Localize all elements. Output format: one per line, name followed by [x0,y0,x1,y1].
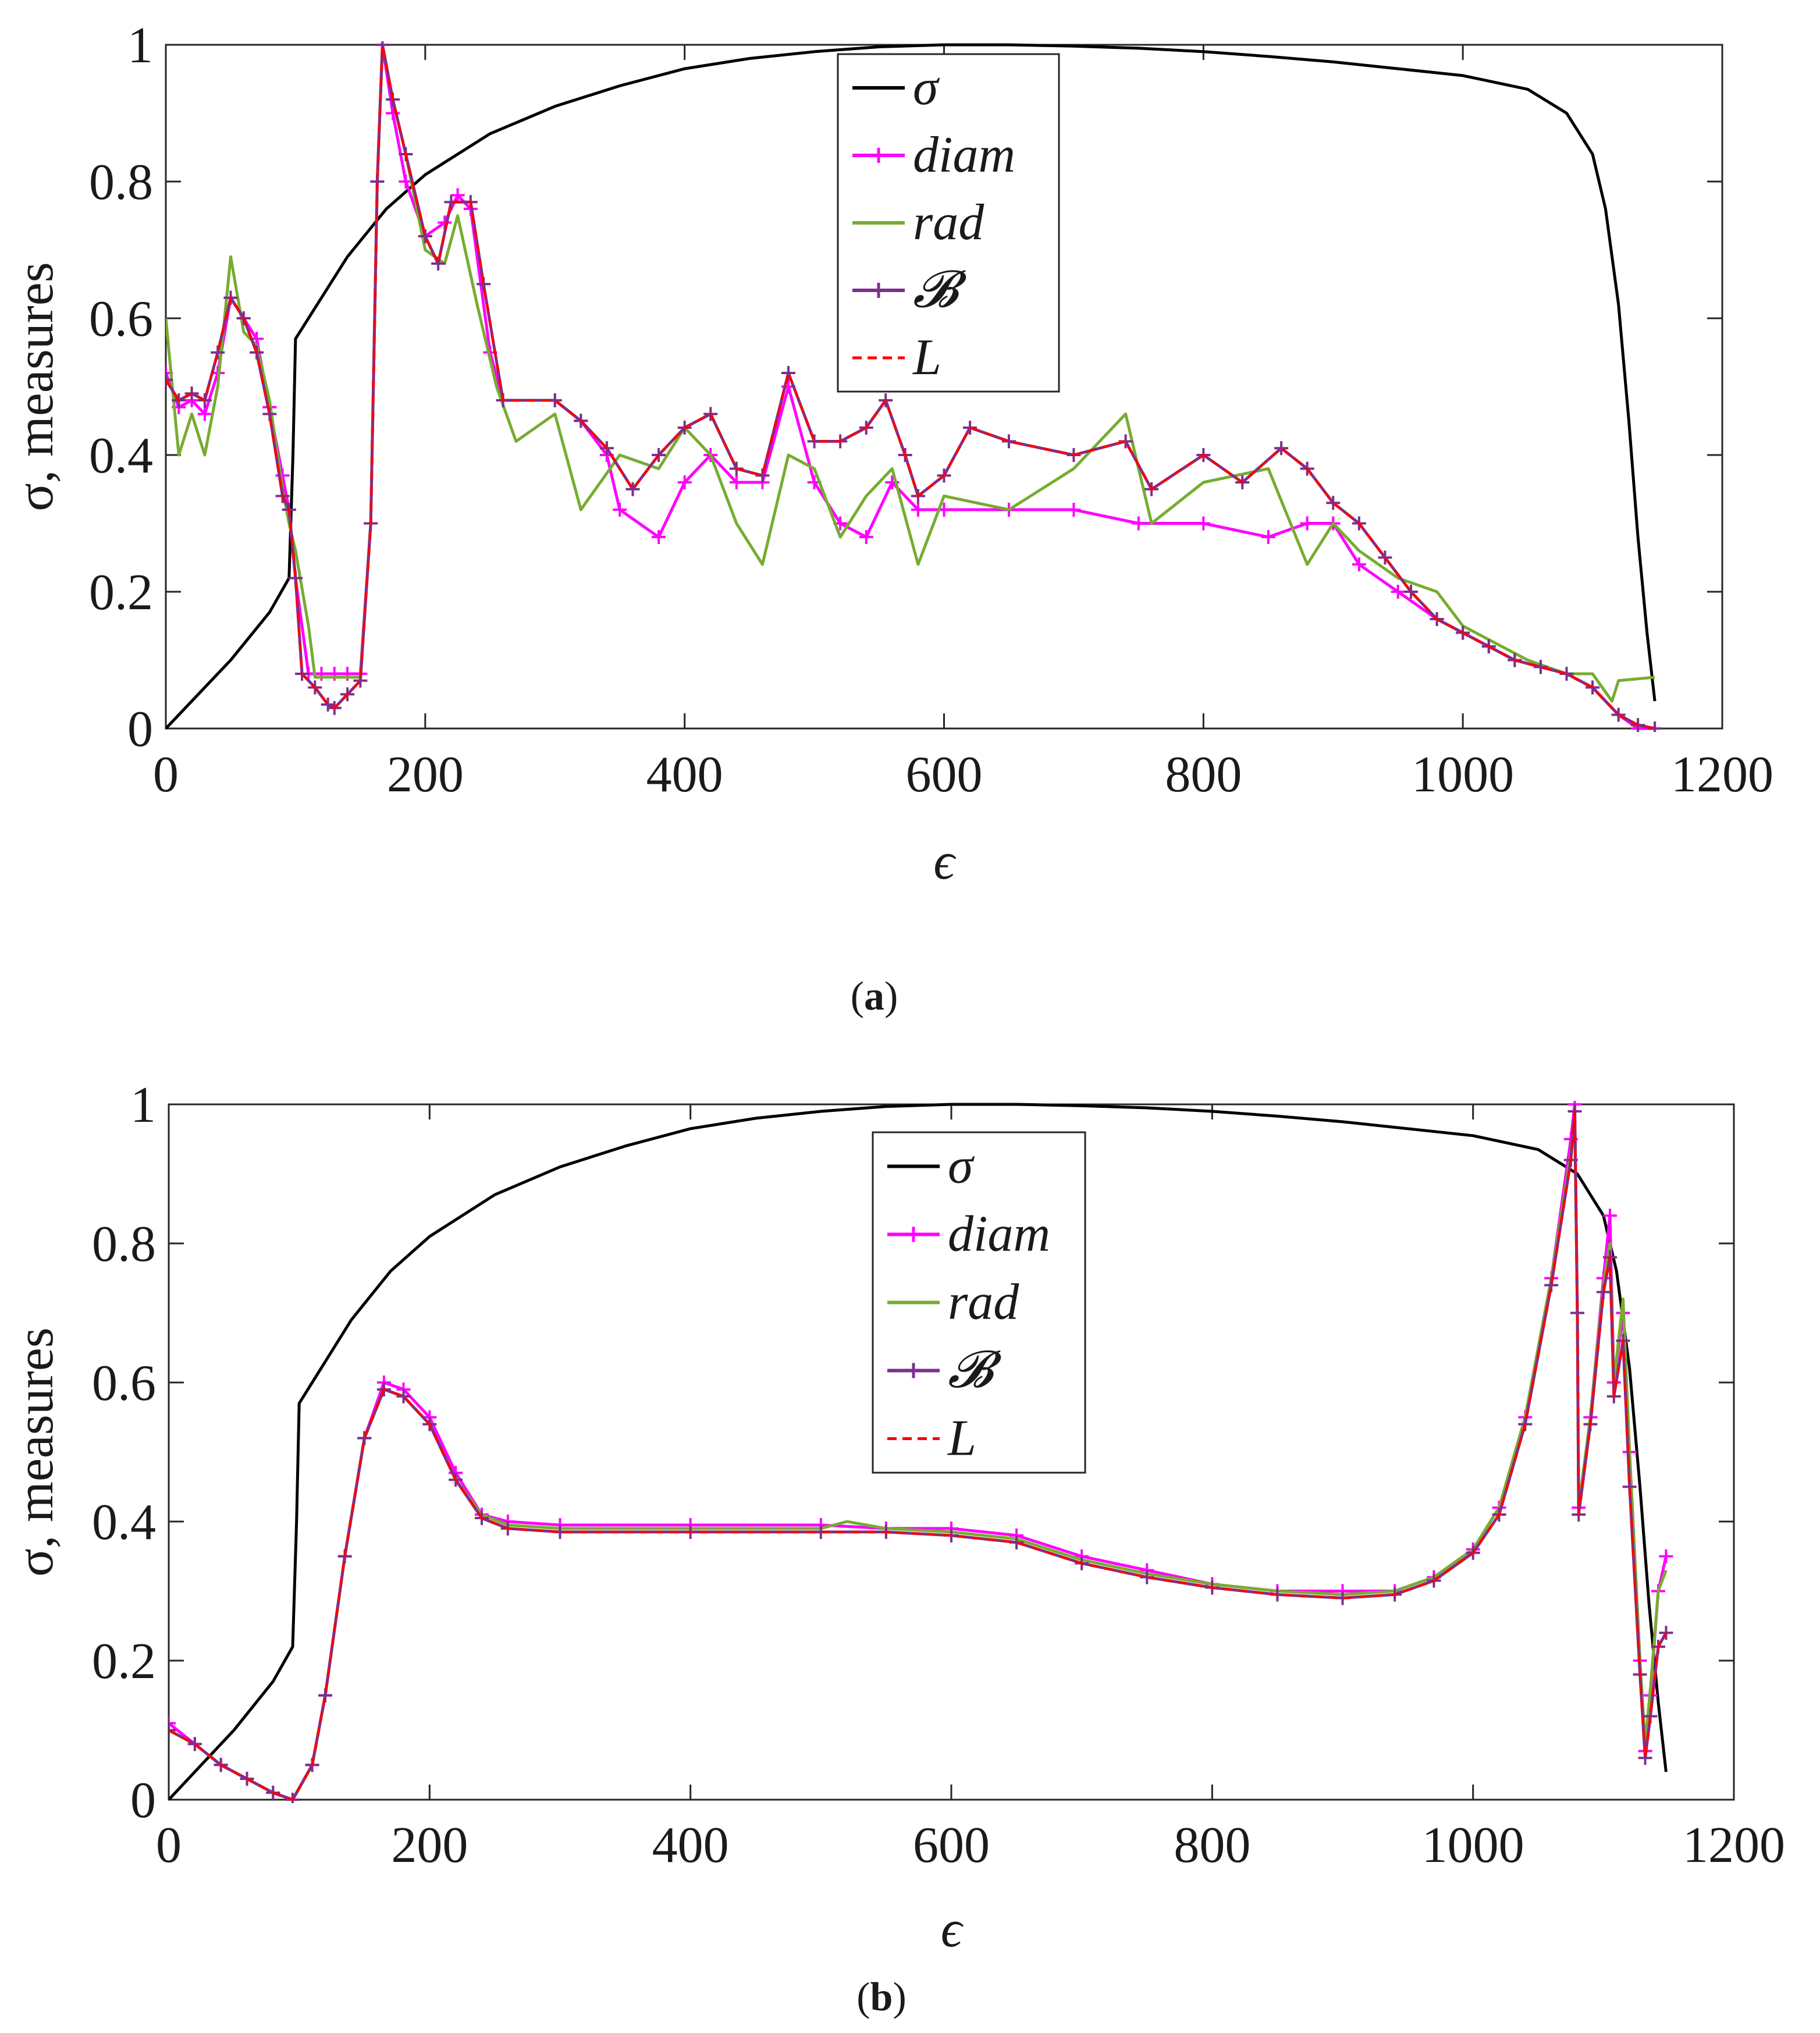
data-point [1378,550,1392,565]
series-line-sigma [166,43,1657,730]
legend-label: rad [948,1274,1019,1331]
y-tick-label: 1 [130,1077,156,1133]
data-point [859,530,873,544]
data-point [169,1723,176,1737]
y-tick-label: 0.8 [89,154,153,211]
y-tick-label: 0.4 [89,428,153,484]
legend-marker [871,283,886,298]
data-point [450,188,465,202]
x-tick-label: 1000 [1422,1817,1524,1874]
legend: σ diam rad 𝓑L [837,53,1060,393]
series-line-L [169,1110,1668,1801]
legend-marker [871,148,886,163]
panel-caption: (b) [856,1975,907,2020]
data-point [652,530,666,544]
x-axis-label: ϵ [941,1900,964,1958]
legend-label: 𝓑 [948,1342,1002,1399]
y-tick-label: 0.2 [89,564,153,621]
y-tick-label: 1 [127,17,153,74]
x-tick-label: 800 [1165,747,1242,803]
data-point [729,475,744,489]
x-tick-label: 200 [391,1817,468,1874]
data-point [357,1431,372,1445]
panel-caption: (a) [851,974,898,1019]
data-point [1603,1209,1618,1223]
y-axis-label: σ, measures [6,1327,64,1576]
data-point [396,1389,411,1403]
data-point [613,503,627,517]
y-tick-label: 0 [127,701,153,758]
legend-label: σ [948,1138,975,1195]
data-point [1326,496,1341,510]
legend-label: 𝓑 [913,262,967,318]
data-point [807,434,822,449]
data-point [1118,434,1133,449]
legend-label: rad [913,194,984,251]
data-point [1300,516,1314,531]
data-point [1559,667,1574,681]
data-point [1009,1535,1024,1549]
data-point [1261,530,1275,544]
data-point [677,475,692,489]
data-point [1274,441,1289,456]
data-point [197,407,212,421]
x-tick-label: 800 [1174,1817,1250,1874]
legend-marker [906,1363,921,1378]
data-point [1067,503,1081,517]
x-tick-label: 0 [153,747,179,803]
data-point [1196,516,1211,531]
data-point [1131,516,1146,531]
legend-label: L [912,329,941,386]
legend-label: L [947,1410,976,1467]
y-tick-label: 0 [130,1772,156,1829]
x-tick-label: 600 [906,747,983,803]
x-tick-label: 1200 [1683,1817,1785,1874]
x-tick-label: 0 [156,1817,182,1874]
legend: σ diam rad 𝓑L [872,1131,1086,1474]
data-point [911,503,925,517]
data-point [1659,1549,1673,1563]
x-tick-label: 400 [652,1817,729,1874]
series-line-rad [166,43,1655,703]
data-point [166,372,173,387]
x-tick-label: 200 [387,747,464,803]
data-point [321,697,335,712]
legend-label: σ [913,59,940,116]
data-point [187,1737,202,1751]
legend-label: diam [913,127,1015,183]
x-tick-label: 600 [913,1817,990,1874]
data-point [625,482,640,496]
data-point [169,1716,176,1730]
chart-panel-a: 0 200 400 600 800 1000 1200 0 0.2 0.4 0.6 0.8 1 ϵ σ, m… [6,17,1773,1019]
data-point [652,448,666,462]
legend-label: diam [948,1206,1050,1263]
x-tick-label: 1000 [1412,747,1514,803]
data-point [1659,1626,1673,1640]
y-tick-label: 0.2 [92,1633,156,1690]
x-tick-label: 400 [646,747,723,803]
y-tick-label: 0.6 [89,291,153,347]
y-tick-label: 0.8 [92,1216,156,1273]
x-axis-label: ϵ [933,833,957,890]
chart-panel-b: 0 200 400 600 800 1000 1200 0 0.2 0.4 0.6 0.8 1 ϵ σ, m… [6,1077,1785,2020]
data-point [1404,585,1418,599]
data-point [1352,557,1366,571]
series-line-L [166,44,1655,730]
y-tick-label: 0.6 [92,1355,156,1412]
legend-marker [906,1227,921,1242]
y-axis-label: σ, measures [6,262,64,511]
data-point [1391,585,1405,599]
x-tick-label: 1200 [1671,747,1773,803]
y-tick-label: 0.4 [92,1494,156,1551]
